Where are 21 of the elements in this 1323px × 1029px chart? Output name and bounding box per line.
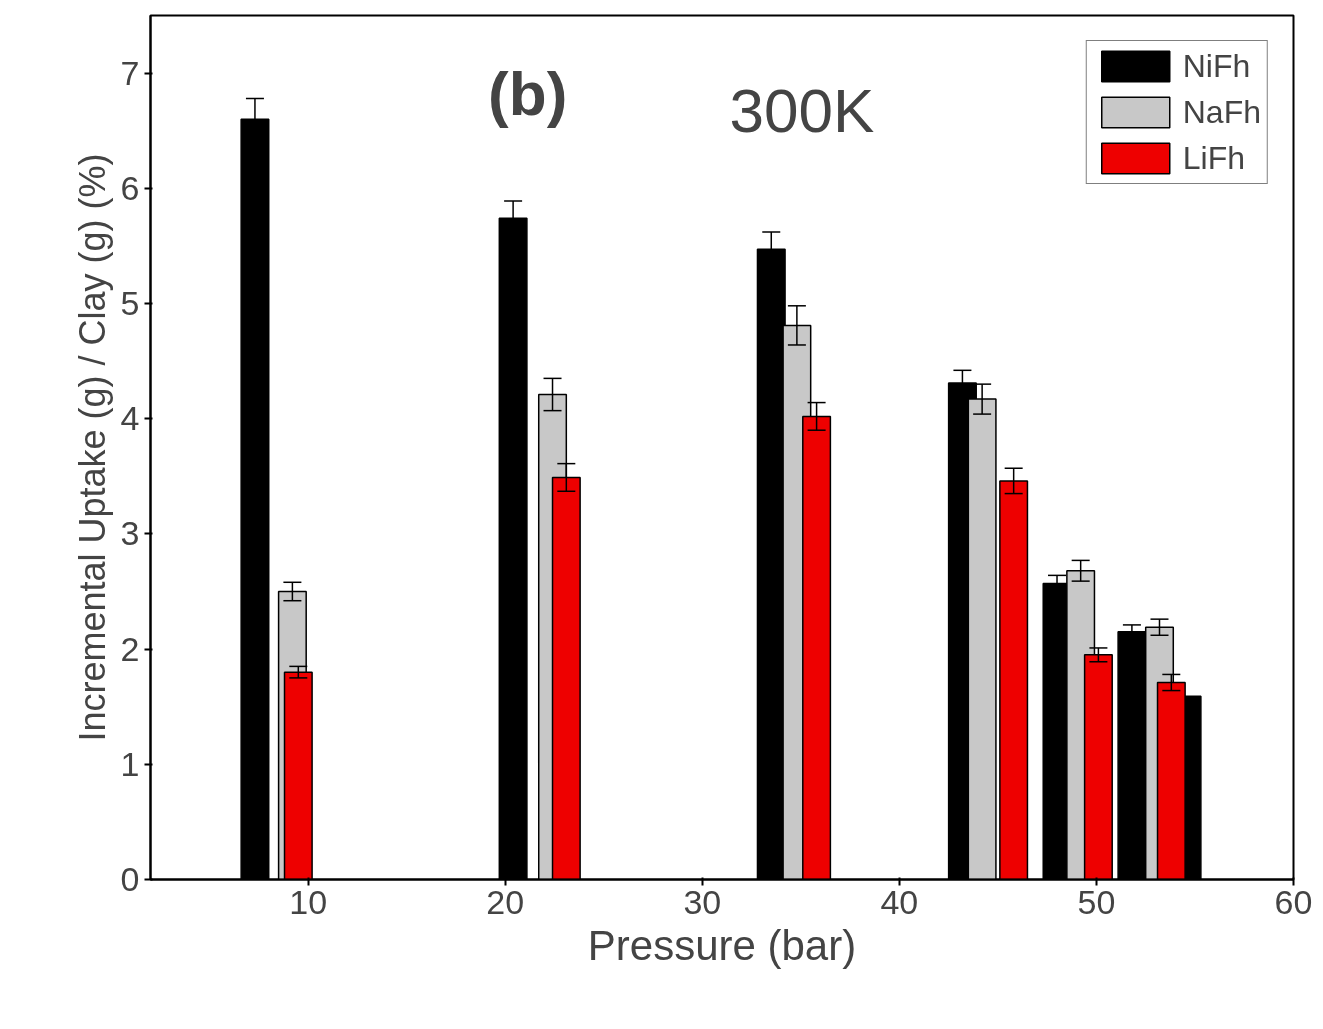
x-tick-label: 50 <box>1077 882 1116 921</box>
x-tick-label: 20 <box>486 882 525 921</box>
y-tick-label: 0 <box>120 860 140 898</box>
legend-label: NiFh <box>1182 47 1251 85</box>
x-axis-title: Pressure (bar) <box>587 921 857 969</box>
annotation: 300K <box>729 75 875 145</box>
x-tick-label: 30 <box>683 882 722 921</box>
y-tick-label: 6 <box>120 168 140 207</box>
x-tick-label: 60 <box>1274 882 1313 921</box>
legend-label: NaFh <box>1182 93 1261 131</box>
y-tick-label: 1 <box>120 744 140 783</box>
y-tick-label: 5 <box>120 284 140 322</box>
y-tick-label: 2 <box>120 629 140 668</box>
y-axis-title: Incremental Uptake (g) / Clay (g) (%) <box>71 153 113 742</box>
y-tick-label: 7 <box>120 53 140 92</box>
annotation: (b) <box>488 58 568 128</box>
x-tick-label: 10 <box>289 882 328 921</box>
y-tick-label: 4 <box>120 399 140 438</box>
y-tick-label: 3 <box>120 514 140 553</box>
legend-label: LiFh <box>1182 139 1245 177</box>
x-tick-label: 40 <box>880 882 919 921</box>
